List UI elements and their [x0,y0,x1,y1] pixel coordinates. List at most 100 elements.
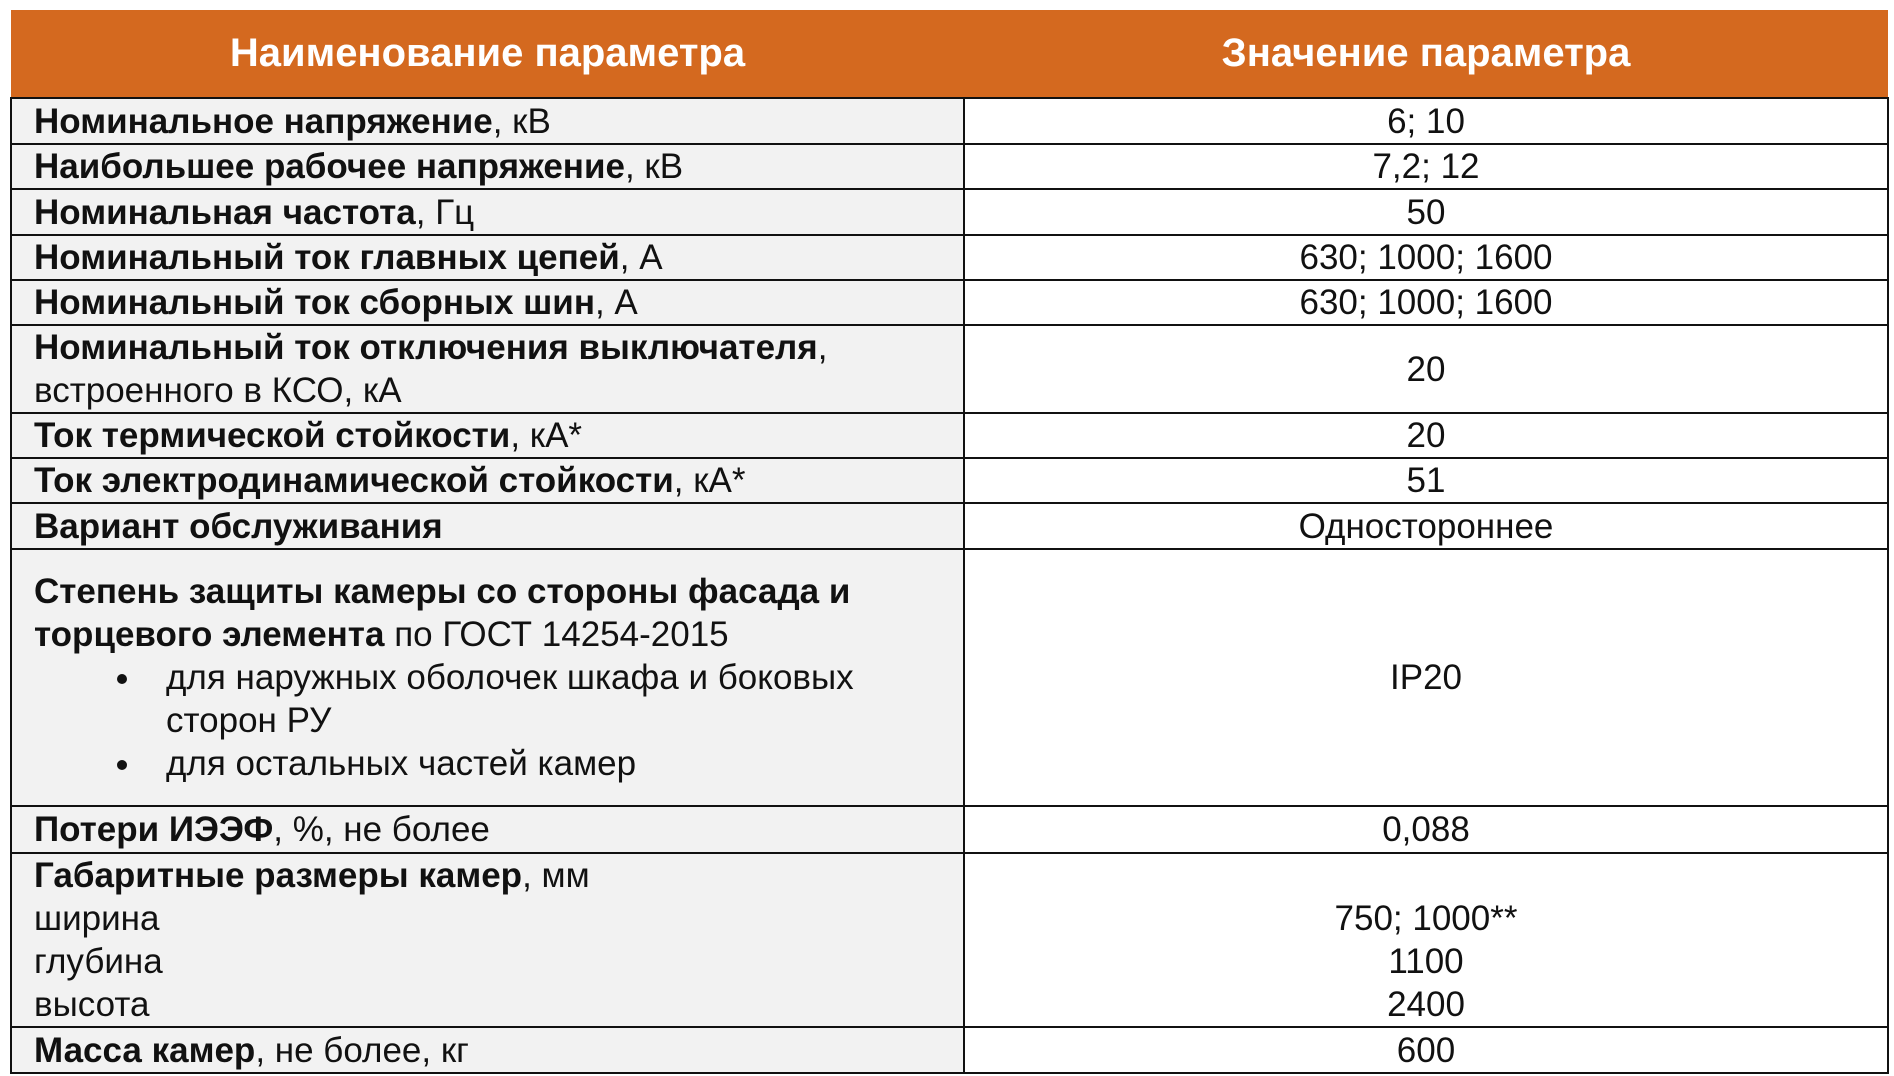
parameter-name-bold: Наибольшее рабочее напряжение [34,147,625,186]
parameter-unit: , не более, кг [255,1030,469,1070]
header-row: Наименование параметра Значение параметр… [11,10,1888,98]
parameter-cell: Ток электродинамической стойкости, кА* [10,457,965,504]
parameter-name: Наибольшее рабочее напряжение, кВ [34,145,963,188]
value-line: 2400 [1387,985,1465,1024]
parameter-unit: , А [594,283,638,322]
parameter-name: Ток термической стойкости, кА* [34,414,963,457]
table-row: Номинальный ток отключения выключателя, … [10,324,1889,414]
value-cell: 7,2; 12 [963,143,1889,190]
parameter-unit: , кА* [510,416,583,455]
parameter-name-bold: Ток термической стойкости [34,416,511,455]
parameter-name: Масса камер, не более, кг [34,1029,963,1072]
value-list: 750; 1000** 1100 2400 [965,854,1887,1026]
value-text: 0,088 [1382,810,1470,849]
header-cell: Наименование параметра [11,10,964,98]
value-text: Одностороннее [1298,506,1554,546]
sub-line: глубина [34,942,163,981]
table-body: Номинальное напряжение, кВ 6; 10 Наибольше… [10,97,1889,1074]
parameter-unit: , А [619,238,663,277]
parameter-name: Степень защиты камеры со стороны фасада … [34,570,963,656]
parameter-unit: , встроенного в КСО, кА [34,328,828,410]
table-row: Ток электродинамической стойкости, кА* 51 [10,457,1889,504]
parameter-name: Габаритные размеры камер, мм [34,854,963,897]
parameter-name: Вариант обслуживания [34,505,963,548]
parameter-cell: Масса камер, не более, кг [10,1026,965,1074]
value-cell: 630; 1000; 1600 [963,279,1889,326]
table-row: Вариант обслуживания Одностороннее [10,502,1889,550]
parameter-name-bold: Номинальный ток отключения выключателя [34,328,818,367]
value-cell: 600 [963,1026,1889,1074]
table-row: Номинальное напряжение, кВ 6; 10 [10,97,1889,145]
value-text: 600 [1396,1030,1456,1070]
bullet-item: для остальных частей камер [144,742,963,785]
value-text: 50 [1406,192,1446,232]
table-row: Номинальный ток главных цепей, А 630; 100… [10,234,1889,281]
table-row: Габаритные размеры камер, мм ширина глубин… [10,852,1889,1028]
value-cell: Одностороннее [963,502,1889,550]
table-row: Наибольшее рабочее напряжение, кВ 7,2; 12 [10,143,1889,190]
parameter-cell: Вариант обслуживания [10,502,965,550]
parameter-name-bold: Номинальный ток сборных шин [34,283,595,322]
bullet-item: для наружных оболочек шкафа и боковых ст… [144,656,963,742]
parameter-name: Номинальное напряжение, кВ [34,100,963,143]
parameter-cell: Наибольшее рабочее напряжение, кВ [10,143,965,190]
parameter-cell: Номинальный ток отключения выключателя, … [10,324,965,414]
parameter-cell: Номинальный ток главных цепей, А [10,234,965,281]
parameter-name-bold: Ток электродинамической стойкости [34,461,674,500]
sub-line: ширина [34,899,160,938]
value-cell: 0,088 [963,805,1889,854]
parameter-name: Номинальный ток сборных шин, А [34,281,963,324]
table-row: Номинальная частота, Гц 50 [10,188,1889,236]
parameter-cell: Ток термической стойкости, кА* [10,412,965,459]
parameter-name-bold: Номинальное напряжение [34,101,493,141]
table-row: Потери ИЭЭФ, %, не более 0,088 [10,805,1889,854]
parameter-name: Номинальная частота, Гц [34,191,963,234]
table-row: Масса камер, не более, кг 600 [10,1026,1889,1074]
value-text: IP20 [1390,658,1462,697]
parameter-name-bold: Масса камер [34,1030,256,1070]
table-row: Номинальный ток сборных шин, А 630; 1000;… [10,279,1889,326]
parameter-name-bold: Номинальная частота [34,192,416,232]
value-text: 630; 1000; 1600 [1299,238,1553,277]
value-cell: 50 [963,188,1889,236]
value-cell: 20 [963,324,1889,414]
parameter-name-bold: Габаритные размеры камер [34,856,523,895]
table-row: Ток термической стойкости, кА* 20 [10,412,1889,459]
parameter-cell: Номинальный ток сборных шин, А [10,279,965,326]
parameter-cell: Номинальная частота, Гц [10,188,965,236]
value-cell: 750; 1000** 1100 2400 [963,852,1889,1028]
value-text: 630; 1000; 1600 [1299,283,1553,322]
value-cell: IP20 [963,548,1889,807]
value-text: 20 [1406,349,1446,389]
value-text: 6; 10 [1387,101,1465,141]
value-cell: 20 [963,412,1889,459]
sub-line: высота [34,985,150,1024]
parameter-name-bold: Степень защиты камеры со стороны фасада … [34,572,851,654]
value-line: 750; 1000** [1334,899,1518,938]
value-line: 1100 [1388,942,1464,981]
table-row: Степень защиты камеры со стороны фасада … [10,548,1889,807]
parameter-table: Наименование параметра Значение параметр… [10,10,1889,1074]
parameter-name-bold: Номинальный ток главных цепей [34,238,620,277]
parameter-cell: Габаритные размеры камер, мм ширина глубин… [10,852,965,1028]
parameter-unit: по ГОСТ 14254-2015 [394,615,729,654]
parameter-name: Потери ИЭЭФ, %, не более [34,808,963,851]
parameter-name: Номинальный ток отключения выключателя, … [34,326,963,412]
parameter-name-bold: Потери ИЭЭФ [34,810,274,849]
value-cell: 6; 10 [963,97,1889,145]
parameter-cell: Номинальное напряжение, кВ [10,97,965,145]
value-cell: 630; 1000; 1600 [963,234,1889,281]
parameter-cell: Степень защиты камеры со стороны фасада … [10,548,965,807]
bullet-list: для наружных оболочек шкафа и боковых ст… [34,656,963,785]
header-cell: Значение параметра [964,10,1888,98]
parameter-name-bold: Вариант обслуживания [34,506,443,546]
parameter-unit: , %, не более [273,810,490,849]
parameter-unit: , Гц [415,192,475,232]
parameter-unit: , кВ [624,147,684,186]
parameter-name: Номинальный ток главных цепей, А [34,236,963,279]
value-cell: 51 [963,457,1889,504]
value-text: 20 [1406,416,1446,455]
parameter-unit: , кВ [492,101,551,141]
